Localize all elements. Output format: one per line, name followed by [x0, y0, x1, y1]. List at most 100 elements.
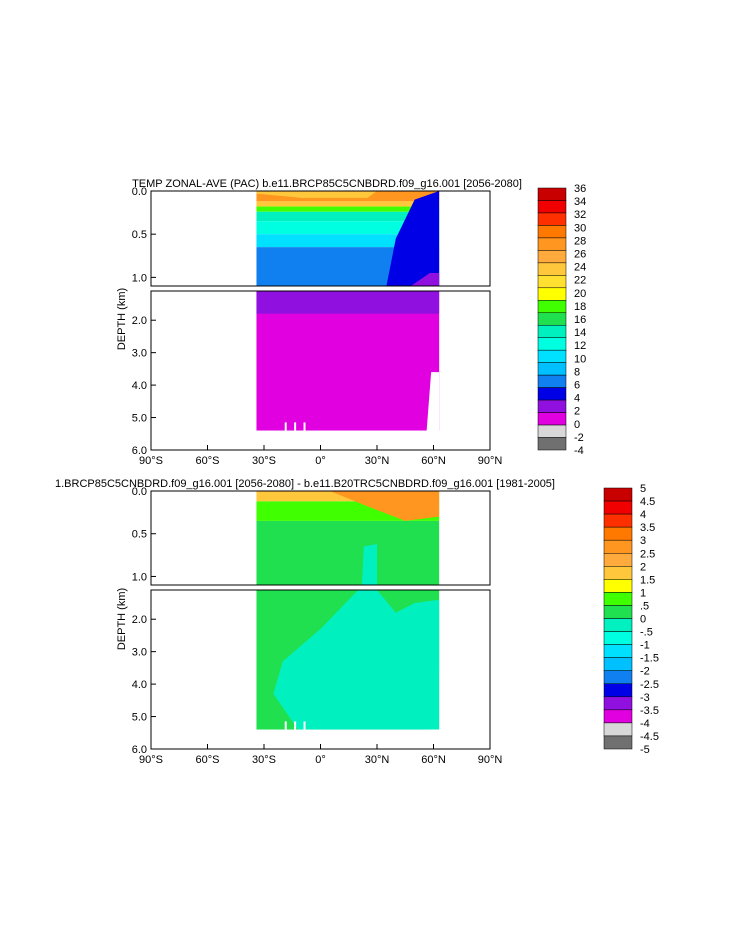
colorbar-swatch [537, 324, 567, 338]
colorbar-swatch [603, 618, 633, 632]
field-band [256, 291, 440, 431]
y-axis-label: DEPTH (km) [116, 288, 128, 350]
colorbar-swatch [603, 709, 633, 724]
colorbar-swatch [603, 487, 633, 502]
colorbar-swatch [603, 696, 633, 711]
colorbar-label: 1 [640, 587, 646, 599]
colorbar-label: 3.5 [640, 522, 655, 534]
colorbar-label: 4 [574, 393, 580, 405]
colorbar-swatch [603, 592, 633, 606]
y-tick-label: 3.0 [132, 647, 147, 659]
chart-temperature-difference: 1.BRCP85C5CNBDRD.f09_g16.001 [2056-2080]… [55, 478, 659, 766]
y-tick-label: 4.0 [132, 679, 147, 691]
x-tick-label: 90°S [139, 455, 163, 467]
field-fill [256, 191, 440, 450]
chart-title: 1.BRCP85C5CNBDRD.f09_g16.001 [2056-2080]… [55, 478, 555, 490]
x-tick-label: 90°N [478, 754, 503, 766]
colorbar-swatch [603, 553, 633, 567]
y-tick-label: 6.0 [132, 744, 147, 756]
colorbar-swatch [537, 187, 567, 201]
y-tick-label: 5.0 [132, 413, 147, 425]
colorbar-swatch [603, 513, 633, 528]
colorbar-label: 8 [574, 366, 580, 378]
colorbar-label: 16 [574, 314, 586, 326]
colorbar-swatch [603, 579, 633, 593]
y-axis-label: DEPTH (km) [116, 588, 128, 650]
colorbar-swatch [537, 300, 567, 314]
topography-notch [303, 422, 306, 431]
x-tick-label: 0° [315, 455, 326, 467]
chart-temperature: TEMP ZONAL-AVE (PAC) b.e11.BRCP85C5CNBDR… [116, 178, 586, 467]
colorbar-label: 12 [574, 340, 586, 352]
colorbar-swatch [537, 424, 567, 438]
colorbar-label: -4.5 [640, 731, 659, 743]
field-band [256, 520, 440, 585]
y-tick-label: 4.0 [132, 380, 147, 392]
colorbar-swatch [537, 399, 567, 413]
colorbar-swatch [603, 500, 633, 515]
colorbar-label: 6 [574, 380, 580, 392]
x-tick-label: 30°N [365, 754, 390, 766]
colorbar-label: -4 [640, 718, 650, 730]
colorbar: 54.543.532.521.51.50-.5-1-1.5-2-2.5-3-3.… [603, 483, 659, 756]
colorbar-label: -2.5 [640, 679, 659, 691]
x-tick-label: 30°N [365, 455, 390, 467]
colorbar-swatch [603, 735, 633, 750]
x-tick-label: 60°N [421, 754, 446, 766]
colorbar-swatch [537, 412, 567, 426]
colorbar-label: 2 [574, 406, 580, 418]
x-tick-label: 60°N [421, 455, 446, 467]
colorbar-swatch [603, 657, 633, 671]
field-band [256, 211, 440, 222]
colorbar-swatch [603, 644, 633, 658]
colorbar-swatch [537, 362, 567, 376]
colorbar-label: 4.5 [640, 496, 655, 508]
colorbar-label: 26 [574, 249, 586, 261]
colorbar-swatch [603, 631, 633, 645]
colorbar-swatch [537, 437, 567, 451]
colorbar-label: 36 [574, 183, 586, 195]
x-tick-label: 30°S [252, 754, 276, 766]
y-tick-label: 6.0 [132, 445, 147, 457]
field-band [256, 234, 440, 248]
colorbar-label: -4 [574, 445, 584, 457]
y-tick-label: 3.0 [132, 348, 147, 360]
colorbar-swatch [537, 250, 567, 264]
colorbar-label: 0 [640, 614, 646, 626]
topography-notch [294, 422, 297, 431]
colorbar-label: 5 [640, 483, 646, 495]
x-tick-label: 90°N [478, 455, 503, 467]
topography-notch [284, 721, 287, 730]
colorbar-label: -1 [640, 640, 650, 652]
colorbar-label: 0 [574, 419, 580, 431]
colorbar-label: 24 [574, 262, 586, 274]
y-tick-label: 2.0 [132, 315, 147, 327]
field-fill [256, 491, 440, 749]
colorbar-label: .5 [640, 600, 649, 612]
field-band [410, 273, 440, 286]
colorbar-swatch [537, 262, 567, 276]
x-tick-label: 60°S [196, 754, 220, 766]
colorbar-swatch [537, 200, 567, 214]
colorbar-swatch [537, 374, 567, 388]
y-tick-label: 1.0 [132, 571, 147, 583]
colorbar-swatch [537, 337, 567, 351]
colorbar-label: 14 [574, 327, 586, 339]
topography-notch [294, 721, 297, 730]
topography-notch [303, 721, 306, 730]
colorbar-label: 30 [574, 222, 586, 234]
y-tick-label: 0.0 [132, 186, 147, 198]
x-tick-label: 30°S [252, 455, 276, 467]
x-tick-label: 90°S [139, 754, 163, 766]
x-tick-label: 0° [315, 754, 326, 766]
field-band [256, 221, 440, 235]
field-band [256, 191, 377, 198]
colorbar-swatch [603, 526, 633, 541]
colorbar-label: 2 [640, 561, 646, 573]
topography-notch [284, 422, 287, 431]
colorbar-swatch [537, 212, 567, 226]
upper-panel-frame [150, 190, 491, 287]
colorbar-label: 10 [574, 353, 586, 365]
colorbar-swatch [537, 225, 567, 239]
